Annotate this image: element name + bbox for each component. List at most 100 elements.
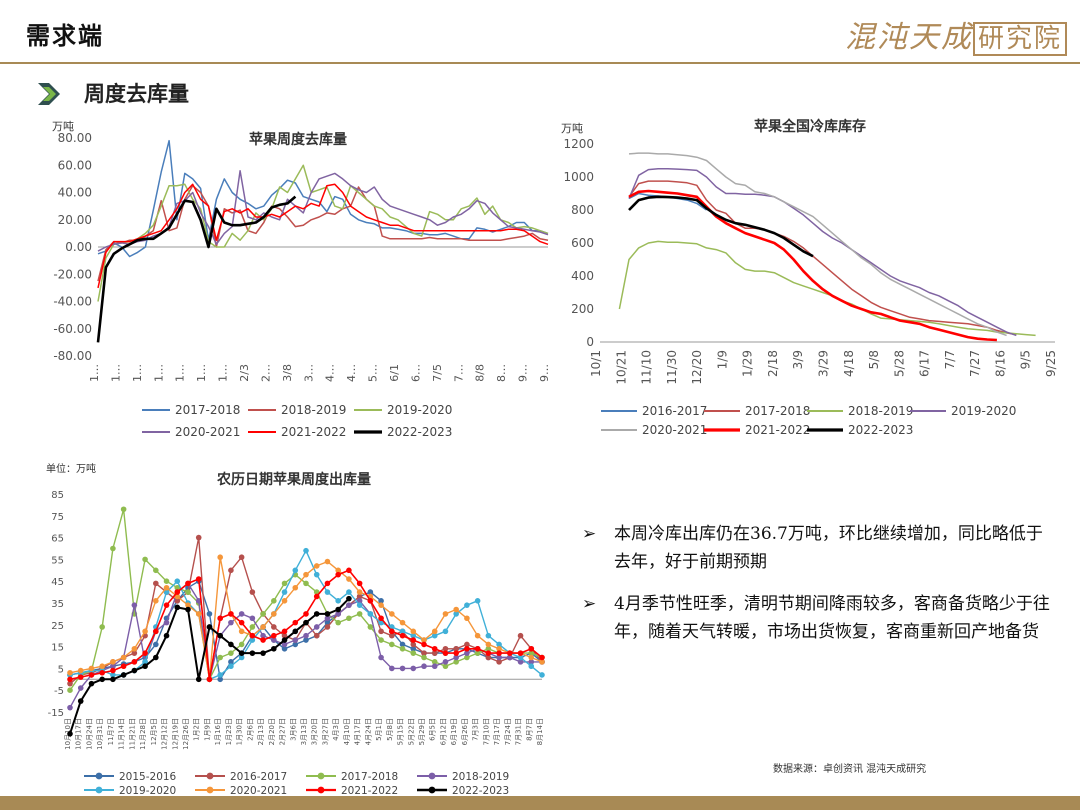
data-point bbox=[195, 611, 202, 617]
data-point bbox=[271, 632, 277, 639]
y-tick-label: 600 bbox=[571, 236, 594, 250]
data-point bbox=[292, 641, 299, 648]
data-point bbox=[281, 641, 288, 648]
data-point bbox=[153, 641, 159, 648]
data-point bbox=[453, 611, 459, 617]
x-tick-label: 1月9日 bbox=[203, 718, 211, 741]
data-point bbox=[77, 674, 84, 680]
x-tick-label: 7/27 bbox=[968, 350, 982, 377]
x-tick-label: 1… bbox=[174, 364, 187, 382]
data-point bbox=[421, 654, 427, 661]
data-point bbox=[163, 584, 170, 591]
y-tick-label: 45 bbox=[51, 577, 64, 588]
x-tick-label: 7/5 bbox=[431, 364, 444, 382]
data-point bbox=[410, 641, 417, 648]
logo-box: 研究院 bbox=[973, 22, 1068, 56]
x-tick-label: 7月24日 bbox=[504, 718, 512, 745]
data-point bbox=[153, 580, 159, 587]
data-point bbox=[67, 731, 73, 737]
data-point bbox=[142, 659, 148, 665]
x-tick-label: 1… bbox=[109, 364, 122, 382]
x-tick-label: 9/25 bbox=[1044, 350, 1058, 377]
x-tick-label: 11月28日 bbox=[139, 718, 147, 750]
x-tick-label: 8/16 bbox=[993, 350, 1007, 377]
data-point bbox=[217, 672, 223, 678]
x-tick-label: 1… bbox=[217, 364, 230, 382]
data-point bbox=[431, 650, 438, 656]
data-point bbox=[335, 598, 341, 604]
x-tick-label: 7… bbox=[452, 364, 465, 382]
data-point bbox=[389, 632, 395, 639]
y-tick-label: 1000 bbox=[563, 170, 594, 184]
data-point bbox=[431, 645, 438, 652]
legend-label: 2020-2021 bbox=[642, 423, 707, 437]
x-tick-label: 2… bbox=[259, 364, 272, 382]
data-point bbox=[163, 578, 170, 584]
legend-label: 2022-2023 bbox=[848, 423, 913, 437]
x-tick-label: 11/30 bbox=[665, 350, 679, 385]
arrow-bullet-icon: ➢ bbox=[582, 594, 597, 614]
x-tick-label: 1月2日 bbox=[193, 718, 201, 741]
chart-title: 苹果全国冷库库存 bbox=[754, 118, 866, 135]
data-point bbox=[464, 641, 470, 648]
data-point bbox=[88, 665, 95, 672]
data-point bbox=[120, 672, 127, 678]
data-point bbox=[303, 637, 309, 643]
data-point bbox=[431, 628, 438, 635]
y-unit-label: 单位：万吨 bbox=[46, 462, 96, 475]
x-tick-label: 3… bbox=[302, 364, 315, 382]
data-point bbox=[249, 637, 256, 643]
y-tick-label: 0.00 bbox=[65, 240, 92, 254]
chart-title: 苹果周度去库量 bbox=[249, 131, 347, 148]
data-point bbox=[249, 589, 256, 595]
data-point bbox=[120, 663, 127, 670]
x-tick-label: 2月20日 bbox=[268, 718, 276, 745]
data-point bbox=[153, 598, 159, 604]
data-point bbox=[356, 580, 363, 587]
data-point bbox=[485, 654, 492, 661]
data-point bbox=[378, 654, 384, 661]
series-line bbox=[97, 139, 549, 258]
data-point bbox=[324, 611, 331, 617]
data-point bbox=[539, 659, 545, 665]
legend-label: 2018-2019 bbox=[452, 771, 509, 783]
x-tick-label: 11/10 bbox=[640, 350, 654, 385]
legend-label: 2021-2022 bbox=[745, 423, 810, 437]
x-tick-label: 5/28 bbox=[892, 350, 906, 377]
data-point bbox=[399, 645, 406, 652]
data-point bbox=[228, 641, 234, 648]
series-line bbox=[628, 189, 997, 342]
x-tick-label: 9… bbox=[517, 364, 530, 382]
data-point bbox=[163, 619, 170, 626]
page-title: 需求端 bbox=[26, 21, 104, 50]
legend-marker bbox=[317, 786, 325, 794]
series-line bbox=[628, 152, 1007, 337]
data-point bbox=[335, 611, 341, 617]
data-point bbox=[313, 571, 320, 578]
data-point bbox=[442, 650, 449, 656]
x-tick-label: 9… bbox=[538, 364, 551, 382]
data-point bbox=[88, 680, 95, 687]
data-point bbox=[303, 632, 309, 639]
data-point bbox=[228, 659, 234, 665]
y-tick-label: 40.00 bbox=[58, 186, 92, 200]
data-point bbox=[356, 598, 363, 604]
y-tick-label: -80.00 bbox=[53, 349, 92, 363]
y-tick-label: 35 bbox=[51, 599, 64, 610]
x-tick-label: 8月7日 bbox=[525, 718, 533, 741]
data-point bbox=[99, 624, 105, 630]
data-point bbox=[110, 545, 116, 552]
legend-label: 2019-2020 bbox=[119, 785, 176, 796]
data-point bbox=[67, 669, 73, 676]
data-point bbox=[110, 659, 116, 665]
x-tick-label: 12/20 bbox=[690, 350, 704, 385]
legend-label: 2020-2021 bbox=[230, 785, 287, 796]
data-point bbox=[389, 665, 395, 672]
data-point bbox=[356, 593, 363, 600]
data-point bbox=[185, 580, 191, 587]
series-line bbox=[618, 240, 1036, 337]
x-tick-label: 3月20日 bbox=[311, 718, 319, 745]
data-point bbox=[389, 611, 395, 617]
data-point bbox=[335, 619, 341, 626]
data-point bbox=[153, 654, 159, 661]
